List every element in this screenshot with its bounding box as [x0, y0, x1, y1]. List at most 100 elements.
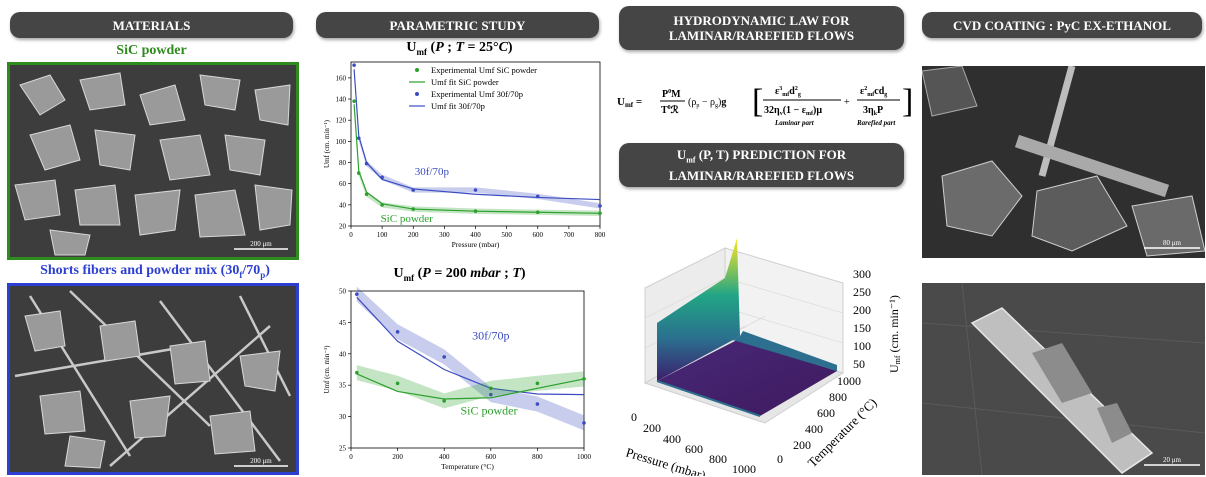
z-tick-200: 200: [853, 303, 871, 317]
y-axis-label: Umf (cm. min⁻¹): [323, 119, 331, 168]
z-tick-150: 150: [853, 321, 871, 335]
x-tick-label: 500: [501, 231, 512, 239]
data-point: [535, 381, 540, 386]
data-point: [442, 355, 446, 359]
x-tick-label: 200: [408, 231, 419, 239]
x-tick-600: 600: [685, 442, 703, 456]
data-point: [535, 402, 540, 406]
surface-3d-plot: 0 200 400 600 800 1000 Pressure (mbar) 0…: [624, 238, 902, 476]
x-tick-label: 800: [532, 453, 543, 461]
z-axis-label: Umf (cm. min⁻¹): [887, 295, 902, 373]
prediction-header: Umf (P, T) PREDICTION FOR LAMINAR/RAREFI…: [619, 143, 904, 187]
svg-text:]: ]: [902, 83, 913, 120]
cvd-sem-image-bottom: 20 μm: [922, 283, 1205, 475]
series-annotation-sic: SiC powder: [381, 213, 434, 225]
pressure-chart: 0 100 200 300 400 500 600 700 800 20 40 60 80 100 120 1…: [323, 61, 606, 249]
data-point: [442, 399, 446, 403]
svg-text:(ρp − ρg)g: (ρp − ρg)g: [688, 97, 726, 109]
hydro-header: HYDRODYNAMIC LAW FOR LAMINAR/RAREFIED FL…: [619, 6, 904, 50]
scale-bar-label: 20 μm: [1163, 456, 1182, 464]
y-tick-label: 140: [336, 96, 347, 104]
y-tick-label: 100: [336, 138, 347, 146]
sic-grain: [922, 66, 978, 117]
data-point: [352, 63, 356, 67]
temperature-chart: 0 200 400 600 800 1000 25 30 35 40 45 50 Temperature…: [323, 286, 592, 471]
z-tick-50: 50: [853, 357, 865, 371]
data-point: [598, 204, 602, 208]
x-tick-label: 0: [349, 453, 353, 461]
prediction-header-line2: LAMINAR/RAREFIED FLOWS: [668, 167, 855, 183]
x-tick-label: 700: [564, 231, 575, 239]
z-tick-100: 100: [853, 339, 871, 353]
legend-marker: [415, 92, 419, 96]
rarefied-part-label: Rarefied part: [856, 119, 896, 127]
data-point: [395, 381, 400, 386]
y-tick-label: 20: [339, 223, 347, 231]
scale-bar-label: 200 μm: [250, 457, 272, 465]
sic-powder-label: SiC powder: [116, 43, 187, 58]
data-point: [355, 370, 359, 375]
y-tick-label: 40: [339, 350, 347, 358]
fiber-mix-sem-image: 200 μm: [7, 283, 299, 475]
coating-patch: [1032, 343, 1092, 403]
y-tick-800: 800: [829, 390, 847, 404]
hydro-header-line2: LAMINAR/RAREFIED FLOWS: [668, 28, 855, 43]
y-tick-400: 400: [805, 422, 823, 436]
sic-grain: [941, 160, 1023, 237]
legend-entry: Umf fit SiC powder: [431, 77, 499, 87]
sic-powder-sem-image: 200 μm: [7, 62, 299, 260]
y-tick-600: 600: [817, 406, 835, 420]
x-tick-label: 1000: [577, 453, 592, 461]
x-tick-200: 200: [643, 421, 661, 435]
hydro-header-line1: HYDRODYNAMIC LAW FOR: [673, 13, 850, 28]
prediction-header-line1: Umf (P, T) PREDICTION FOR: [676, 147, 847, 165]
data-point: [489, 392, 493, 397]
y-tick-label: 30: [339, 413, 347, 421]
surface-wall-edge: [733, 331, 837, 371]
x-tick-label: 200: [392, 453, 403, 461]
fiber-mix-label: Shorts fibers and powder mix (30f/70p): [40, 263, 270, 280]
series-annotation-fiber: 30f/70p: [472, 328, 509, 342]
x-tick-1000: 1000: [732, 462, 756, 476]
x-tick-800: 800: [709, 452, 727, 466]
svg-text:3ηkP: 3ηkP: [863, 105, 883, 117]
scale-bar-label: 80 μm: [1163, 239, 1182, 247]
sic-grain: [1131, 195, 1205, 257]
x-tick-label: 800: [595, 231, 606, 239]
coating-patch: [1097, 403, 1132, 443]
data-point: [355, 292, 359, 296]
series-fit-line: [356, 296, 585, 396]
legend-entry: Experimental Umf 30f/70p: [431, 89, 523, 99]
x-axis-label: Pressure (mbar): [452, 240, 500, 249]
y-axis-label: Umf (cm. min⁻¹): [323, 345, 331, 394]
y-tick-label: 50: [339, 288, 347, 296]
y-tick-label: 25: [339, 445, 347, 453]
series-confidence-band: [356, 286, 584, 431]
data-point: [582, 377, 586, 381]
series-annotation-sic: SiC powder: [461, 404, 518, 418]
legend-marker: [415, 68, 419, 72]
y-tick-1000: 1000: [837, 374, 861, 388]
data-point: [598, 211, 602, 216]
series-fit-line: [356, 373, 585, 400]
legend-entry: Experimental Umf SiC powder: [431, 65, 537, 75]
series-annotation-fiber: 30f/70p: [415, 166, 450, 178]
x-tick-label: 300: [439, 231, 450, 239]
hydrodynamic-equation: Umf = P0M T0ℛ (ρp − ρg)g [ ε3mfd2g 32ηv(…: [615, 72, 915, 132]
svg-text:[: [: [752, 83, 763, 120]
y-tick-label: 160: [336, 74, 347, 82]
x-tick-label: 400: [470, 231, 481, 239]
svg-text:Umf =: Umf =: [617, 96, 642, 109]
surface-wall: [657, 238, 740, 381]
svg-text:+: +: [844, 97, 850, 108]
chart2-title: Umf (P = 200 mbar ; T): [393, 266, 526, 283]
scale-bar-label: 200 μm: [250, 240, 272, 248]
svg-text:32ηv(1 − εmf)μ: 32ηv(1 − εmf)μ: [764, 105, 822, 117]
svg-text:ε2mfcdg: ε2mfcdg: [860, 86, 887, 98]
data-point: [395, 330, 400, 334]
cvd-header: CVD COATING : PyC EX-ETHANOL: [922, 12, 1202, 38]
svg-text:T0ℛ: T0ℛ: [661, 104, 679, 116]
legend-entry: Umf fit 30f/70p: [431, 101, 485, 111]
svg-text:ε3mfd2g: ε3mfd2g: [775, 86, 801, 98]
parametric-header: PARAMETRIC STUDY: [316, 12, 599, 38]
